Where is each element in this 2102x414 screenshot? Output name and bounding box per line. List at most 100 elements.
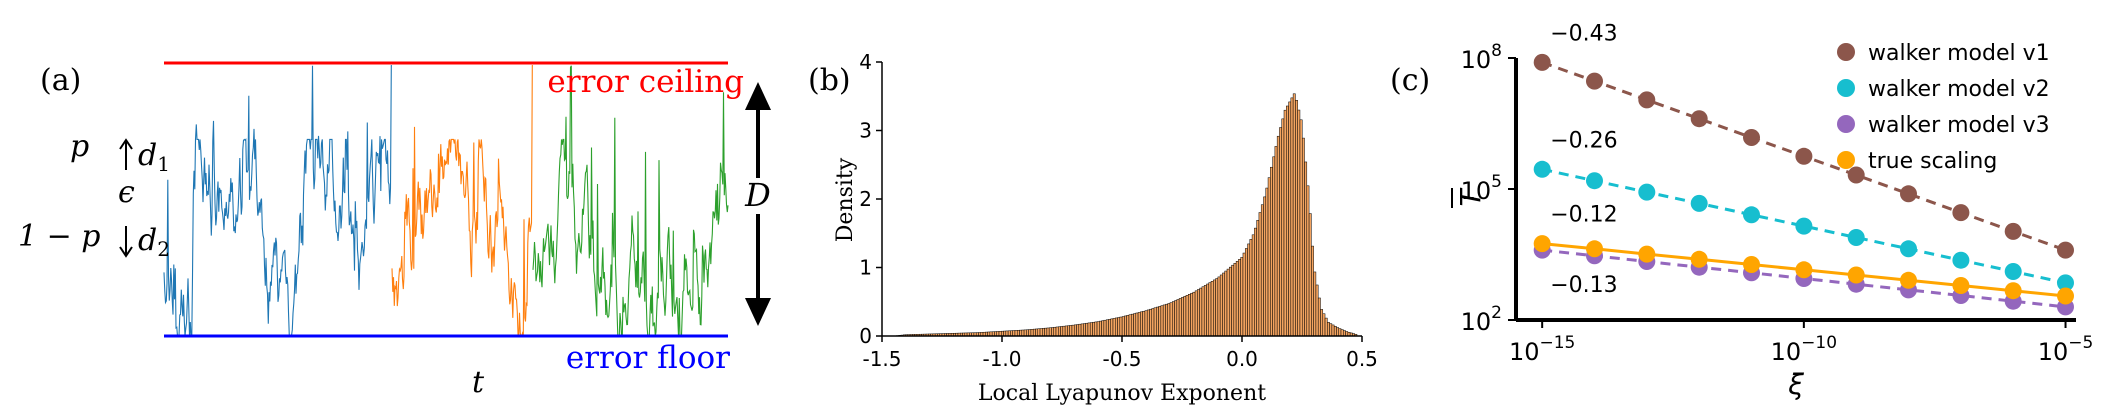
histogram-bar [1270, 166, 1273, 337]
histogram-bar [1130, 313, 1134, 337]
histogram-bar [1233, 262, 1237, 337]
y-tick-label: 4 [859, 50, 872, 74]
histogram-bar [1048, 327, 1052, 337]
histogram-bar [1117, 317, 1121, 337]
histogram-bar [1060, 326, 1064, 337]
histogram-bar [1112, 318, 1116, 337]
panel-b-label: (b) [808, 63, 851, 98]
histogram-bar [1208, 282, 1212, 337]
histogram-bar [1251, 234, 1255, 337]
series-segment-1 [163, 65, 392, 337]
histogram-bar [1085, 322, 1089, 337]
data-point [2057, 287, 2074, 305]
histogram-bar [1199, 287, 1203, 337]
epsilon-label: ϵ [118, 175, 135, 210]
histogram-bar [1267, 177, 1271, 337]
histogram-bar [1338, 328, 1342, 337]
histogram-bar [1014, 330, 1018, 337]
histogram-bars [896, 93, 1358, 337]
histogram-bar [1119, 316, 1123, 337]
histogram-bar [1295, 100, 1298, 337]
slope-label: −0.43 [1550, 21, 1617, 46]
histogram-bar [1308, 213, 1312, 337]
histogram-bar [1103, 319, 1107, 337]
data-point [1952, 204, 1970, 222]
data-point [1586, 172, 1603, 190]
histogram-bar [1272, 156, 1276, 337]
histogram-bar [1222, 272, 1225, 337]
histogram-bar [1142, 310, 1146, 337]
histogram-bar [1320, 309, 1324, 337]
x-tick-label: 0.5 [1346, 347, 1378, 371]
histogram-bar [1178, 298, 1182, 337]
histogram-bar [1162, 304, 1166, 337]
x-tick-label: -1.5 [862, 347, 901, 371]
histogram-bar [1219, 274, 1223, 337]
range-label: D [744, 176, 771, 214]
histogram-bar [1096, 321, 1100, 337]
histogram-bar [1210, 281, 1214, 337]
histogram-bar [1324, 317, 1328, 337]
legend-marker [1837, 43, 1855, 61]
panel-c-label: (c) [1390, 63, 1430, 98]
down-arrow-icon [119, 226, 133, 258]
data-point [1586, 240, 1603, 258]
x-tick-label: 10−10 [1771, 333, 1837, 366]
histogram-bar [1299, 119, 1303, 337]
histogram-bar [1144, 310, 1148, 337]
data-point [1952, 251, 1970, 269]
y-tick-label: 3 [859, 119, 872, 143]
histogram-bar [1185, 295, 1189, 337]
histogram-bar [1151, 308, 1155, 337]
data-point [1795, 147, 1813, 165]
y-tick-label: 1 [859, 256, 872, 280]
data-point [1533, 53, 1551, 71]
histogram-bar [1327, 322, 1330, 337]
histogram-bar [1254, 227, 1257, 337]
d1-label: d1 [138, 138, 170, 176]
slope-label: −0.13 [1550, 273, 1617, 298]
time-series [163, 65, 729, 338]
histogram-bar [1137, 312, 1141, 337]
histogram-bar [1283, 109, 1287, 337]
histogram-bar [1026, 329, 1029, 337]
series-line [1541, 167, 2066, 285]
data-point [1900, 185, 1917, 203]
data-point [1795, 261, 1813, 279]
data-point [1638, 183, 1656, 201]
histogram-bar [1140, 311, 1143, 337]
histogram-bar [1046, 327, 1050, 337]
histogram-bar [1244, 248, 1248, 337]
legend-marker [1837, 115, 1855, 133]
histogram-bar [1099, 320, 1102, 337]
histogram-bar [1135, 312, 1139, 337]
histogram-bar [1279, 127, 1282, 337]
histogram-bar [1263, 196, 1267, 337]
data-point [2057, 241, 2074, 259]
error-ceiling-label: error ceiling [547, 64, 744, 100]
histogram-bar [1126, 315, 1130, 337]
histogram-bar [1016, 330, 1020, 337]
panel-b: (b) -1.5 -1.0 -0.5 0.0 0.5 0 1 2 3 4 Local Lyapun… [808, 50, 1378, 406]
one-minus-p-label: 1 − p [18, 219, 101, 254]
slope-label: −0.12 [1550, 203, 1617, 228]
data-point [1638, 245, 1656, 263]
histogram-bar [1174, 300, 1178, 337]
histogram-bar [1340, 329, 1344, 337]
histogram-bar [1087, 322, 1091, 337]
y-tick-label: 102 [1461, 303, 1502, 336]
data-point [1690, 110, 1708, 128]
histogram-bar [1306, 185, 1310, 337]
histogram-bar [1039, 328, 1043, 337]
histogram-bar [1249, 239, 1253, 337]
histogram-bar [1094, 321, 1098, 337]
histogram-bar [1089, 322, 1093, 337]
y-tick-label: 2 [859, 187, 872, 211]
histogram-bar [1071, 324, 1075, 337]
histogram-bar [1231, 264, 1235, 337]
legend-marker [1837, 79, 1855, 97]
x-tick-label: 0.0 [1226, 347, 1258, 371]
series-segment-2 [391, 65, 533, 337]
histogram-bar [1146, 309, 1150, 337]
histogram-bar [1169, 302, 1173, 337]
